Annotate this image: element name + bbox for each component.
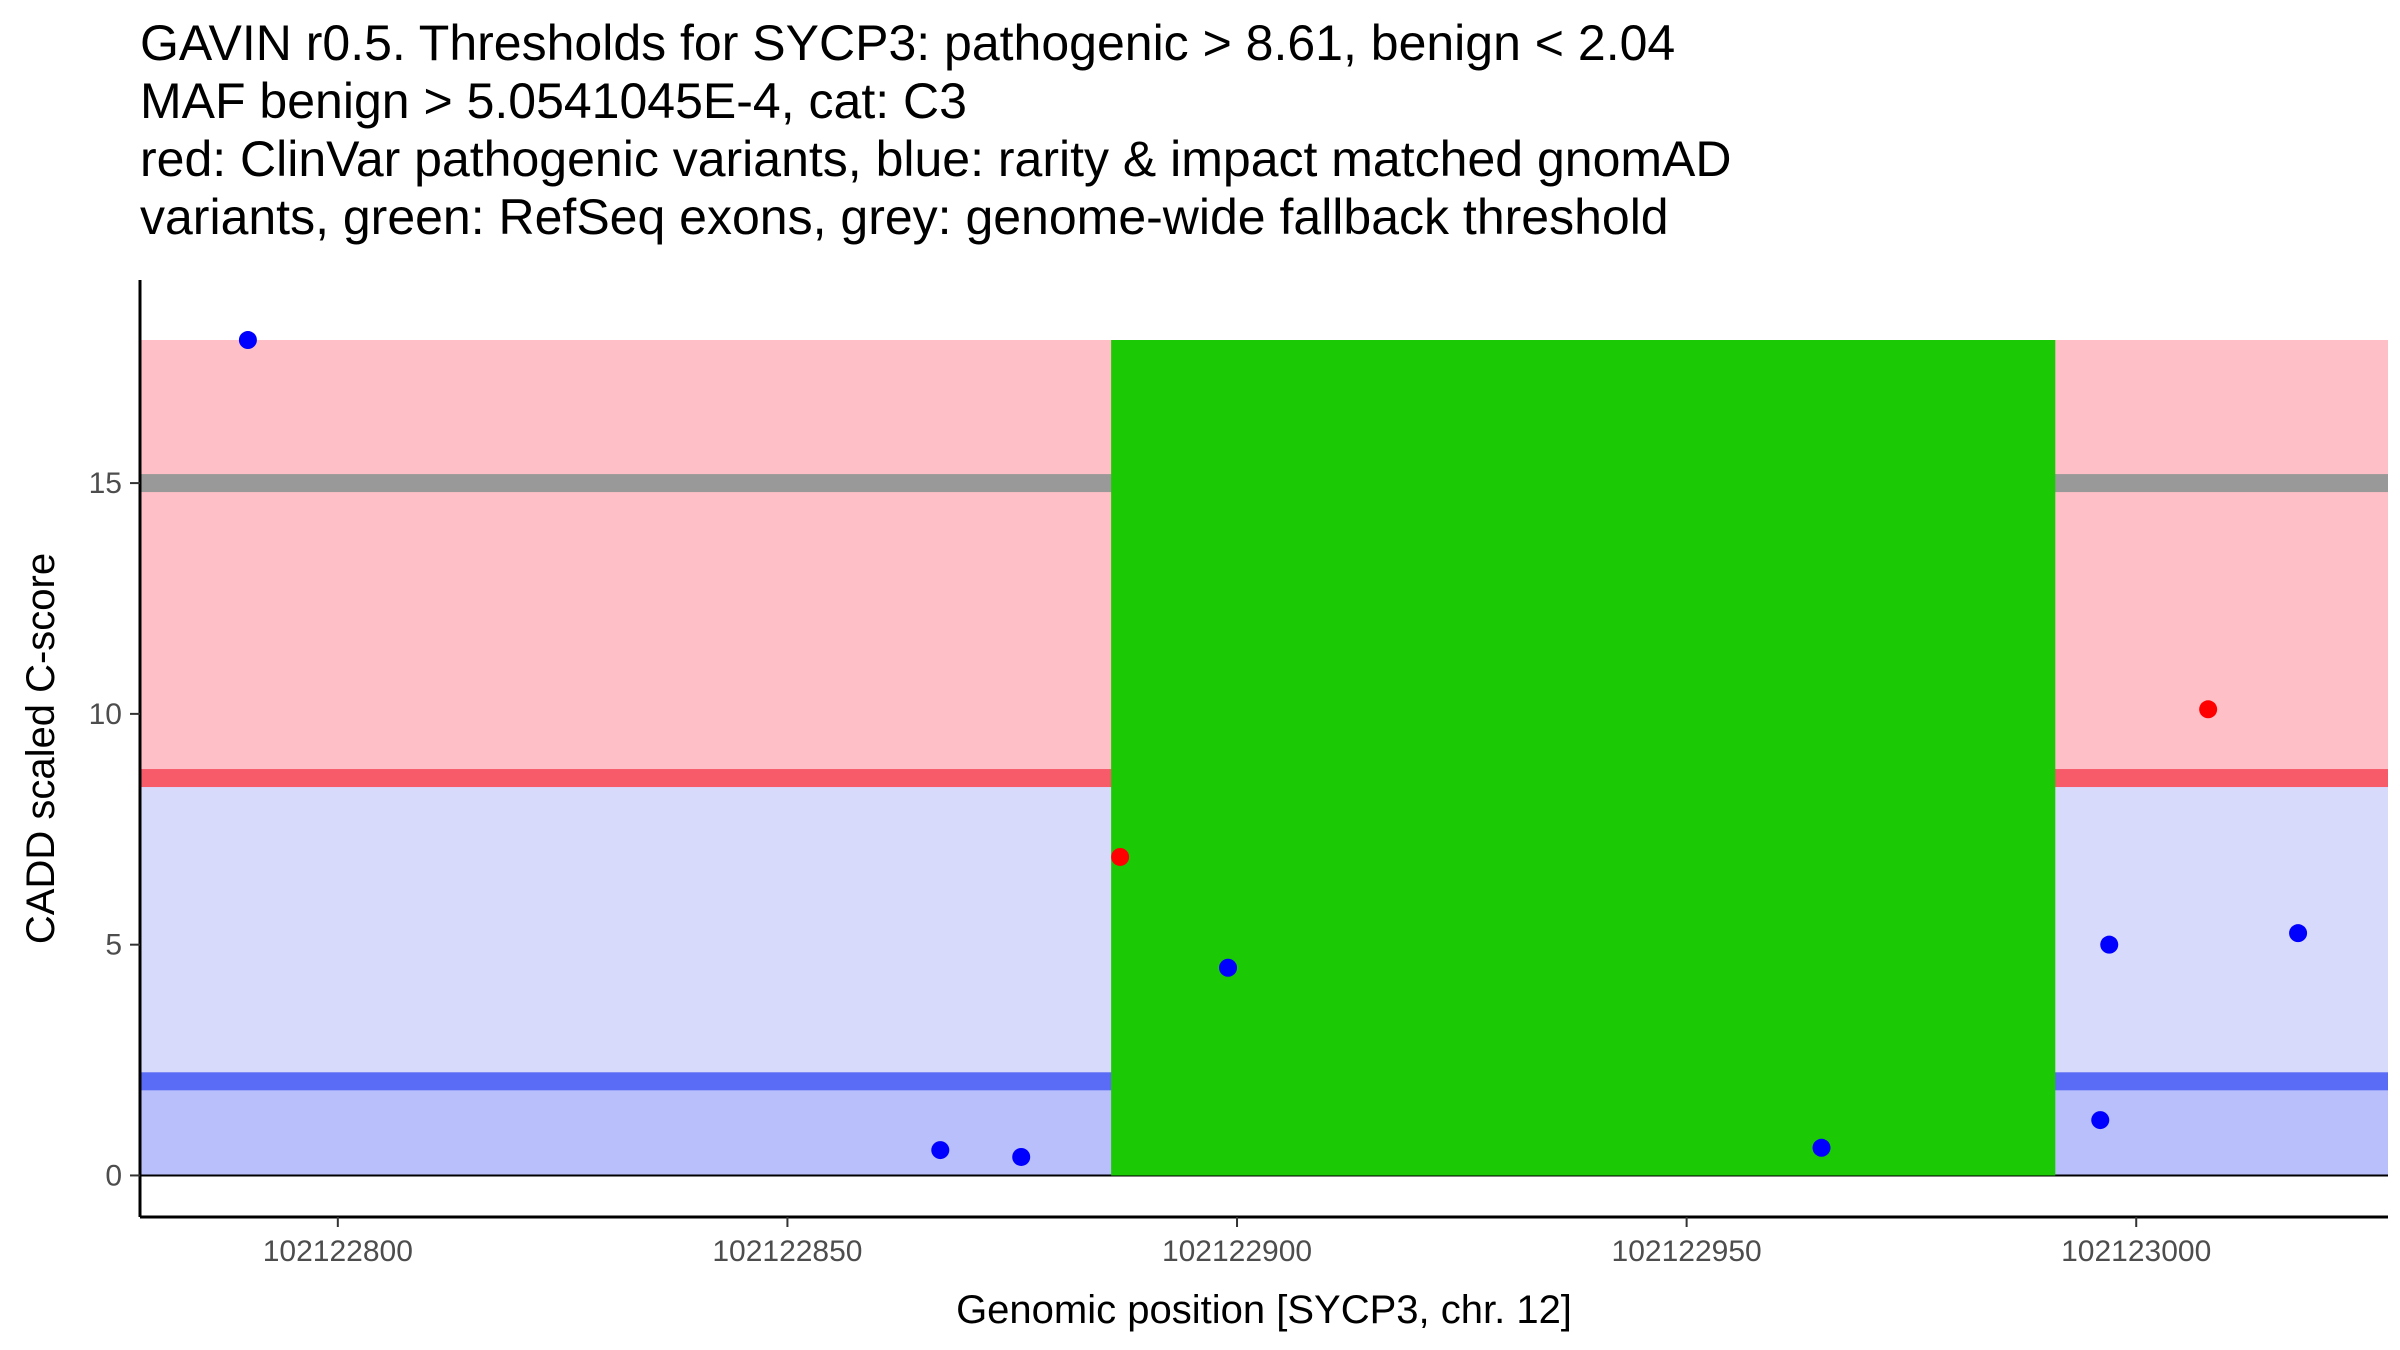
chart-title: GAVIN r0.5. Thresholds for SYCP3: pathog… — [140, 14, 1731, 246]
gnomad-point-3 — [1012, 1147, 1031, 1166]
gnomad-point-4 — [1219, 958, 1238, 977]
exon-region — [1111, 340, 2056, 1176]
x-tick-label: 102122900 — [1162, 1235, 1312, 1268]
gnomad-point-5 — [1812, 1138, 1831, 1157]
gnomad-point-1 — [238, 331, 257, 350]
x-axis-title: Genomic position [SYCP3, chr. 12] — [956, 1288, 1572, 1332]
x-tick-label: 102123000 — [2061, 1235, 2211, 1268]
clinvar-point-2 — [2199, 700, 2218, 719]
exon-regions — [1111, 340, 2056, 1176]
title-line-3: red: ClinVar pathogenic variants, blue: … — [140, 131, 1732, 187]
y-axis-title: CADD scaled C-score — [19, 553, 63, 944]
y-tick-label: 5 — [105, 929, 122, 962]
y-tick-label: 10 — [89, 698, 122, 731]
title-line-4: variants, green: RefSeq exons, grey: gen… — [140, 189, 1669, 245]
x-tick-label: 102122950 — [1612, 1235, 1762, 1268]
clinvar-point-1 — [1111, 847, 1130, 866]
axes: Genomic position [SYCP3, chr. 12] CADD s… — [19, 280, 2388, 1332]
gnomad-point-8 — [2289, 924, 2308, 943]
y-tick-label: 0 — [105, 1159, 122, 1192]
gnomad-point-2 — [931, 1141, 950, 1160]
variant-points — [238, 331, 2308, 1166]
x-tick-label: 102122850 — [712, 1235, 862, 1268]
gnomad-point-7 — [2100, 935, 2119, 954]
title-line-1: GAVIN r0.5. Thresholds for SYCP3: pathog… — [140, 15, 1676, 71]
gnomad-point-6 — [2091, 1111, 2110, 1130]
x-tick-label: 102122800 — [263, 1235, 413, 1268]
title-line-2: MAF benign > 5.0541045E-4, cat: C3 — [140, 73, 967, 129]
y-tick-label: 15 — [89, 467, 122, 500]
